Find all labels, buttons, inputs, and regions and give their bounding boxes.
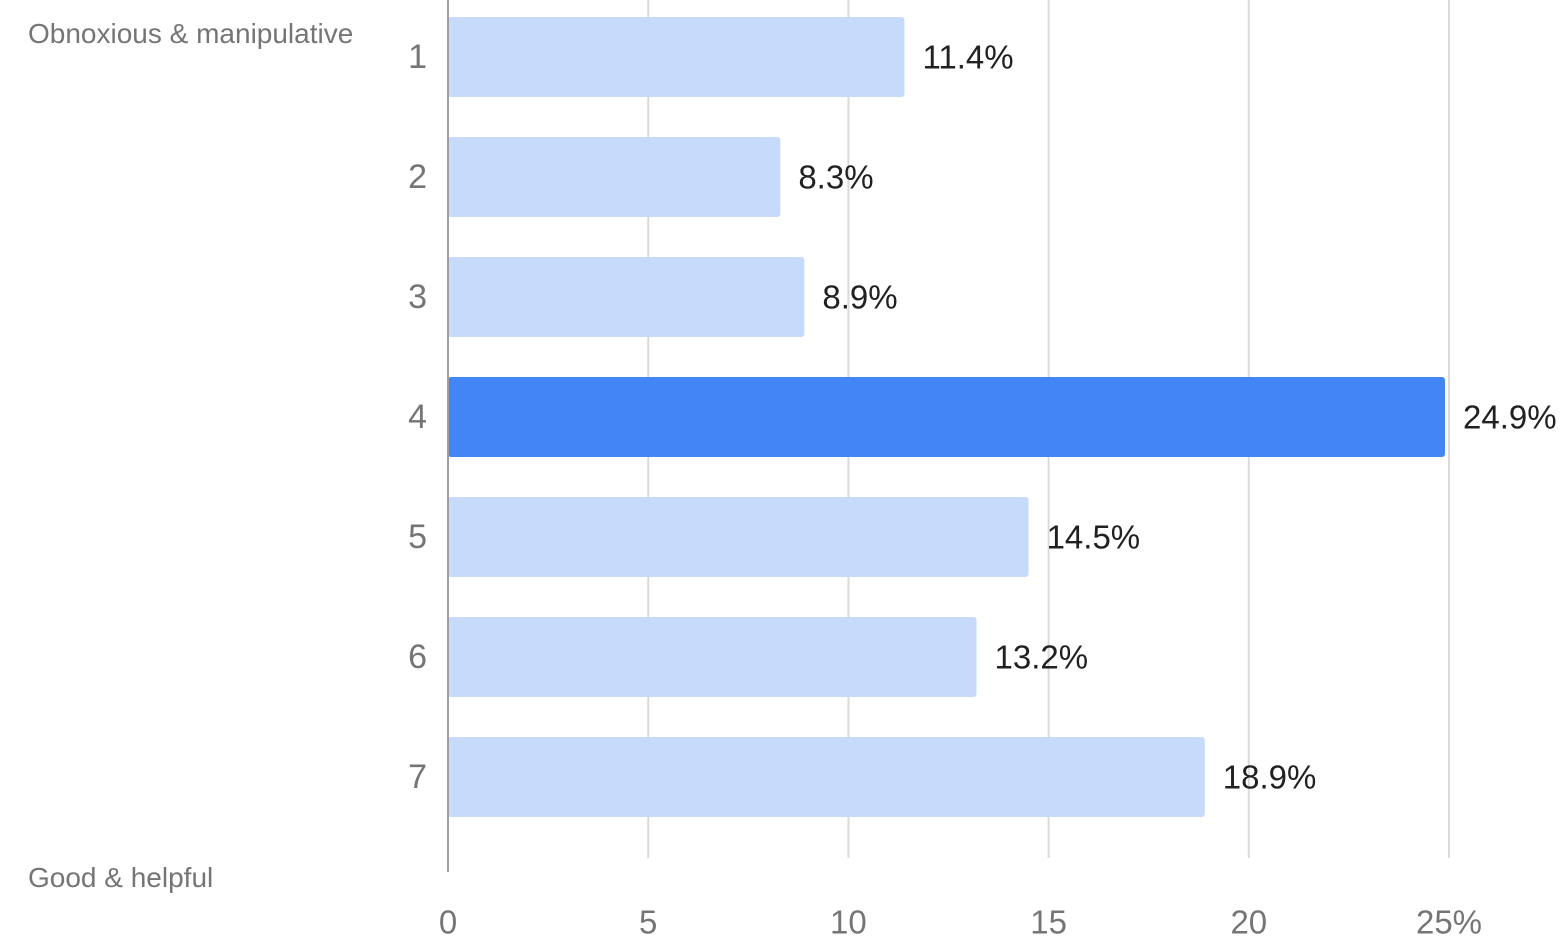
data-label-6: 13.2%	[995, 639, 1089, 676]
x-tick-label-1: 5	[639, 904, 657, 941]
bar-5	[448, 497, 1029, 577]
data-label-5: 14.5%	[1047, 519, 1141, 556]
category-label-4: 4	[408, 398, 427, 436]
category-label-2: 2	[408, 158, 427, 196]
data-label-3: 8.9%	[822, 279, 897, 316]
bar-4	[448, 377, 1445, 457]
category-label-1: 1	[408, 38, 427, 76]
bar-1	[448, 17, 905, 97]
data-label-4: 24.9%	[1463, 399, 1557, 436]
x-tick-label-0: 0	[439, 904, 457, 941]
scale-label-top: Obnoxious & manipulative	[28, 18, 354, 49]
x-tick-label-3: 15	[1030, 904, 1067, 941]
category-label-7: 7	[408, 758, 427, 796]
x-tick-label-2: 10	[830, 904, 867, 941]
bar-7	[448, 737, 1205, 817]
scale-label-bottom: Good & helpful	[28, 862, 214, 893]
bar-2	[448, 137, 781, 217]
bar-3	[448, 257, 805, 337]
bar-6	[448, 617, 977, 697]
category-label-6: 6	[408, 638, 427, 676]
x-tick-label-5: 25%	[1416, 904, 1482, 941]
data-label-1: 11.4%	[922, 39, 1013, 76]
x-tick-label-4: 20	[1230, 904, 1267, 941]
data-label-7: 18.9%	[1223, 759, 1317, 796]
category-label-5: 5	[408, 518, 427, 556]
category-label-3: 3	[408, 278, 427, 316]
data-label-2: 8.3%	[798, 159, 873, 196]
